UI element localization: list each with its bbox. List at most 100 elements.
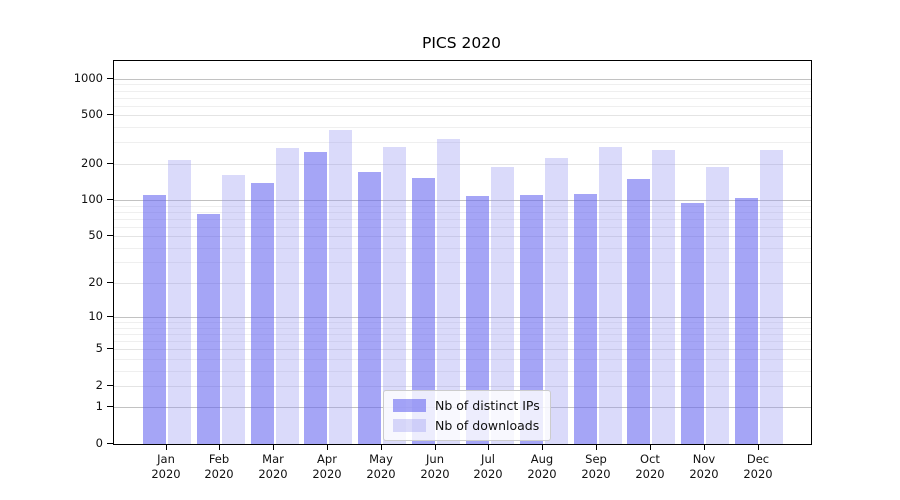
bar-downloads <box>491 167 514 444</box>
gridline <box>114 206 811 207</box>
legend-label: Nb of distinct IPs <box>435 398 540 413</box>
gridline <box>114 322 811 323</box>
bar-downloads <box>276 148 299 444</box>
x-tick-mark <box>488 445 489 450</box>
x-tick-mark <box>166 445 167 450</box>
x-axis-tick-label: Jul 2020 <box>473 452 503 481</box>
x-axis-tick-label: Aug 2020 <box>527 452 557 481</box>
y-axis-tick-label: 1 <box>95 399 103 413</box>
x-axis-tick-label: Feb 2020 <box>204 452 234 481</box>
bar-downloads <box>383 147 406 444</box>
gridline <box>114 115 811 116</box>
x-tick-mark <box>596 445 597 450</box>
x-tick-mark <box>381 445 382 450</box>
x-axis-tick-label: May 2020 <box>366 452 396 481</box>
bar-downloads <box>760 150 783 444</box>
y-tick-mark <box>107 406 113 407</box>
bar-distinct-ips <box>358 172 381 444</box>
y-axis-tick-label: 50 <box>88 228 103 242</box>
gridline <box>114 283 811 284</box>
bar-downloads <box>599 147 622 444</box>
bar-downloads <box>222 175 245 444</box>
gridline <box>114 219 811 220</box>
plot-area <box>113 60 812 445</box>
y-axis-tick-label: 5 <box>95 341 103 355</box>
gridline <box>114 127 811 128</box>
bar-distinct-ips <box>143 195 166 444</box>
bar-distinct-ips <box>520 195 543 444</box>
y-axis-tick-label: 200 <box>81 156 103 170</box>
gridline <box>114 371 811 372</box>
x-tick-mark <box>435 445 436 450</box>
legend-label: Nb of downloads <box>435 418 540 433</box>
legend-item: Nb of distinct IPs <box>393 398 540 413</box>
gridline <box>114 91 811 92</box>
bar-distinct-ips <box>681 203 704 444</box>
y-axis-tick-label: 10 <box>88 309 103 323</box>
gridline <box>114 98 811 99</box>
gridline <box>114 164 811 165</box>
y-axis-tick-label: 100 <box>81 192 103 206</box>
x-axis-tick-label: Apr 2020 <box>312 452 342 481</box>
gridline <box>114 106 811 107</box>
x-axis-tick-label: Sep 2020 <box>581 452 611 481</box>
bar-distinct-ips <box>466 196 489 444</box>
bar-downloads <box>437 139 460 444</box>
chart-title: PICS 2020 <box>422 34 501 52</box>
x-tick-mark <box>758 445 759 450</box>
y-axis-tick-label: 20 <box>88 275 103 289</box>
gridline <box>114 142 811 143</box>
gridline <box>114 248 811 249</box>
gridline <box>114 359 811 360</box>
y-tick-mark <box>107 78 113 79</box>
legend-swatch-downloads <box>393 419 426 432</box>
legend: Nb of distinct IPs Nb of downloads <box>383 390 551 441</box>
x-axis-tick-label: Nov 2020 <box>689 452 719 481</box>
bar-distinct-ips <box>627 179 650 444</box>
gridline <box>114 84 811 85</box>
y-tick-mark <box>107 163 113 164</box>
y-axis-tick-label: 1000 <box>73 71 103 85</box>
x-tick-mark <box>704 445 705 450</box>
y-tick-mark <box>107 348 113 349</box>
x-tick-mark <box>542 445 543 450</box>
x-axis-tick-label: Jan 2020 <box>151 452 181 481</box>
y-tick-mark <box>107 199 113 200</box>
bar-distinct-ips <box>412 178 435 444</box>
bar-downloads <box>329 130 352 444</box>
x-axis-tick-label: Oct 2020 <box>635 452 665 481</box>
x-tick-mark <box>650 445 651 450</box>
gridline <box>114 236 811 237</box>
y-tick-mark <box>107 385 113 386</box>
bar-downloads <box>706 167 729 444</box>
y-tick-mark <box>107 114 113 115</box>
bar-downloads <box>168 160 191 444</box>
bar-distinct-ips <box>735 198 758 444</box>
y-axis-tick-label: 2 <box>95 378 103 392</box>
y-tick-mark <box>107 443 113 444</box>
bar-distinct-ips <box>304 152 327 444</box>
x-axis-tick-label: Dec 2020 <box>743 452 773 481</box>
x-tick-mark <box>273 445 274 450</box>
gridline <box>114 328 811 329</box>
gridline <box>114 262 811 263</box>
y-axis-tick-label: 500 <box>81 107 103 121</box>
bar-distinct-ips <box>574 194 597 444</box>
gridline <box>114 349 811 350</box>
gridline <box>114 200 811 201</box>
gridline <box>114 79 811 80</box>
gridline <box>114 341 811 342</box>
gridline <box>114 317 811 318</box>
gridline <box>114 334 811 335</box>
gridline <box>114 212 811 213</box>
bar-distinct-ips <box>251 183 274 444</box>
x-tick-mark <box>327 445 328 450</box>
legend-item: Nb of downloads <box>393 418 540 433</box>
y-axis-tick-label: 0 <box>95 436 103 450</box>
y-tick-mark <box>107 282 113 283</box>
y-tick-mark <box>107 316 113 317</box>
y-tick-mark <box>107 235 113 236</box>
legend-swatch-distinct-ips <box>393 399 426 412</box>
gridline <box>114 227 811 228</box>
